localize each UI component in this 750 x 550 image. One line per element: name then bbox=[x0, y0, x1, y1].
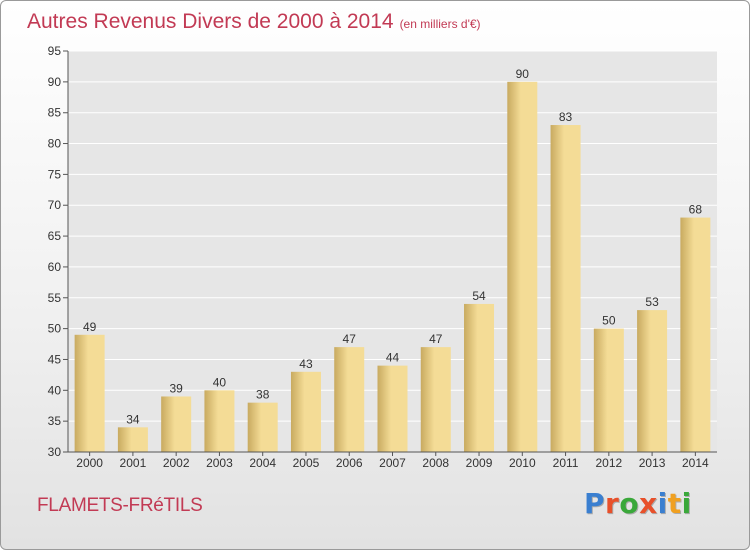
logo-letter: x bbox=[639, 487, 658, 520]
data-label: 38 bbox=[256, 388, 270, 402]
logo-letter: P bbox=[584, 487, 606, 520]
y-tick-label: 35 bbox=[48, 414, 62, 428]
bar-2010 bbox=[507, 81, 538, 452]
x-tick-label: 2010 bbox=[509, 456, 536, 470]
data-label: 43 bbox=[299, 357, 313, 371]
x-tick-label: 2000 bbox=[76, 456, 103, 470]
bar-2013 bbox=[637, 310, 668, 452]
x-tick-label: 2008 bbox=[422, 456, 449, 470]
logo-letter: t bbox=[667, 487, 682, 520]
chart-title-text: Autres Revenus Divers de 2000 à 2014 bbox=[27, 10, 394, 33]
bar-2003 bbox=[204, 390, 235, 452]
bar-2007 bbox=[377, 365, 408, 452]
chart-subtitle: (en milliers d'€) bbox=[399, 17, 481, 31]
data-label: 40 bbox=[213, 375, 227, 389]
x-tick-label: 2001 bbox=[120, 456, 147, 470]
axes: 30 35 40 45 50 55 60 65 70 75 80 85 90 95 2000 2001 2002… bbox=[48, 44, 717, 470]
y-tick-label: 30 bbox=[48, 445, 62, 459]
x-tick-label: 2005 bbox=[293, 456, 320, 470]
proxiti-logo[interactable]: Proxiti bbox=[584, 487, 692, 520]
data-label: 53 bbox=[645, 295, 659, 309]
data-label: 83 bbox=[559, 110, 573, 124]
y-tick-label: 60 bbox=[48, 260, 62, 274]
y-tick-label: 40 bbox=[48, 383, 62, 397]
bar-2009 bbox=[464, 303, 495, 452]
bar-2005 bbox=[290, 371, 321, 452]
logo-letter: i bbox=[657, 487, 668, 520]
y-tick-label: 95 bbox=[48, 44, 62, 58]
chart-title: Autres Revenus Divers de 2000 à 2014 (en … bbox=[27, 10, 481, 34]
data-label: 39 bbox=[169, 381, 183, 395]
y-tick-label: 70 bbox=[48, 198, 62, 212]
x-tick-label: 2006 bbox=[336, 456, 363, 470]
x-tick-label: 2009 bbox=[466, 456, 493, 470]
data-label: 90 bbox=[516, 67, 530, 81]
data-label: 47 bbox=[343, 332, 357, 346]
bars: 49 34 39 40 38 43 47 44 47 54 90 83 50 53 68 bbox=[74, 67, 711, 453]
bar-2000 bbox=[74, 334, 105, 452]
x-tick-label: 2011 bbox=[553, 456, 579, 470]
x-tick-label: 2002 bbox=[163, 456, 190, 470]
bar-2011 bbox=[550, 125, 581, 453]
location-name: FLAMETS-FRéTILS bbox=[37, 495, 203, 516]
x-tick-label: 2013 bbox=[639, 456, 666, 470]
y-tick-label: 75 bbox=[48, 167, 62, 181]
bar-2001 bbox=[117, 427, 148, 452]
y-tick-label: 55 bbox=[48, 291, 62, 305]
data-label: 68 bbox=[689, 203, 703, 217]
x-tick-label: 2003 bbox=[206, 456, 233, 470]
y-tick-label: 90 bbox=[48, 75, 62, 89]
x-tick-label: 2007 bbox=[379, 456, 406, 470]
data-label: 54 bbox=[472, 289, 486, 303]
data-label: 47 bbox=[429, 332, 443, 346]
x-tick-label: 2012 bbox=[595, 456, 622, 470]
bar-2004 bbox=[247, 402, 278, 452]
data-label: 49 bbox=[83, 320, 97, 334]
logo-letter: i bbox=[681, 487, 692, 520]
y-tick-label: 65 bbox=[48, 229, 62, 243]
logo-letter: o bbox=[619, 487, 640, 520]
bar-2012 bbox=[593, 328, 624, 452]
bar-2014 bbox=[680, 217, 711, 452]
bar-2008 bbox=[420, 347, 451, 452]
y-tick-label: 80 bbox=[48, 137, 62, 151]
bar-2002 bbox=[161, 396, 192, 452]
x-tick-label: 2014 bbox=[682, 456, 709, 470]
y-tick-label: 45 bbox=[48, 352, 62, 366]
bar-2006 bbox=[334, 347, 365, 452]
y-tick-label: 85 bbox=[48, 106, 62, 120]
data-label: 50 bbox=[602, 314, 616, 328]
x-tick-label: 2004 bbox=[249, 456, 276, 470]
data-label: 34 bbox=[126, 412, 140, 426]
y-tick-label: 50 bbox=[48, 322, 62, 336]
logo-letter: r bbox=[605, 487, 620, 520]
data-label: 44 bbox=[386, 351, 400, 365]
